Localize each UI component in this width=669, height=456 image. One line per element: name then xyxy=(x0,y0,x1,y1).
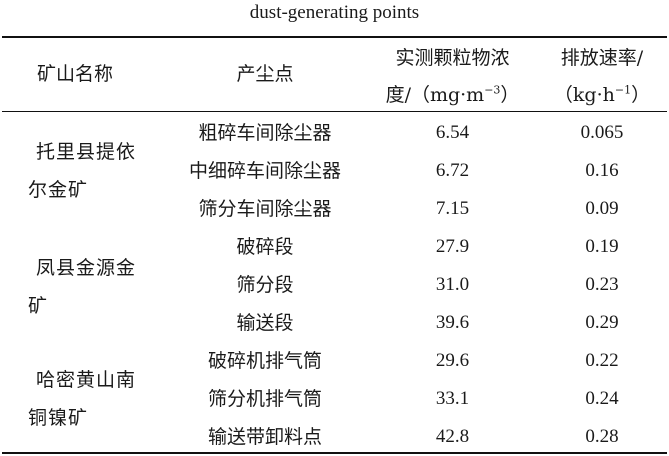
dust-point-cell: 破碎机排气筒 xyxy=(207,350,322,372)
header-concentration-unit: 度/（mg·m xyxy=(385,84,485,106)
table-row: 中细碎车间除尘器 6.72 0.16 xyxy=(0,152,669,190)
table-row: 筛分车间除尘器 7.15 0.09 xyxy=(0,190,669,228)
header-concentration: 实测颗粒物浓 度/（mg·m−3） xyxy=(370,40,535,114)
mine-name-line2: 铜镍矿 xyxy=(28,407,89,429)
table-row: 输送段 39.6 0.29 xyxy=(0,304,669,342)
mine-name-cell: 托里县提依 尔金矿 xyxy=(28,133,158,209)
table-caption: dust-generating points xyxy=(249,2,420,23)
mine-name-line2: 尔金矿 xyxy=(28,179,89,201)
table-row: 粗碎车间除尘器 6.54 0.065 xyxy=(0,114,669,152)
table-top-rule xyxy=(2,36,667,38)
dust-point-cell: 输送带卸料点 xyxy=(207,426,322,448)
table-row: 筛分机排气筒 33.1 0.24 xyxy=(0,380,669,418)
concentration-cell: 6.72 xyxy=(435,160,470,181)
concentration-cell: 7.15 xyxy=(435,198,470,219)
concentration-cell: 33.1 xyxy=(435,388,470,409)
dust-point-cell: 筛分段 xyxy=(236,274,294,296)
emission-rate-cell: 0.065 xyxy=(580,122,624,143)
emission-rate-cell: 0.28 xyxy=(585,426,619,447)
dust-point-cell: 中细碎车间除尘器 xyxy=(188,160,341,182)
emission-rate-cell: 0.24 xyxy=(585,388,619,409)
mine-name-cell: 哈密黄山南 铜镍矿 xyxy=(28,361,158,437)
dust-point-cell: 筛分车间除尘器 xyxy=(198,198,332,220)
header-rate-unit: （kg·h xyxy=(553,84,615,106)
header-concentration-exponent: −3 xyxy=(484,83,501,97)
header-mine-name: 矿山名称 xyxy=(36,63,113,85)
concentration-cell: 39.6 xyxy=(435,312,470,333)
emission-rate-cell: 0.29 xyxy=(585,312,619,333)
emission-rate-cell: 0.22 xyxy=(585,350,619,371)
dust-point-cell: 破碎段 xyxy=(236,236,294,258)
mine-name-cell: 凤县金源金 矿 xyxy=(28,249,158,325)
dust-point-cell: 筛分机排气筒 xyxy=(207,388,322,410)
dust-point-cell: 输送段 xyxy=(236,312,294,334)
mine-name-line1: 哈密黄山南 xyxy=(36,369,137,391)
mine-name-line2: 矿 xyxy=(28,295,49,317)
header-rate-close: ） xyxy=(631,84,651,106)
concentration-cell: 31.0 xyxy=(435,274,470,295)
concentration-cell: 6.54 xyxy=(435,122,470,143)
concentration-cell: 29.6 xyxy=(435,350,470,371)
concentration-cell: 27.9 xyxy=(435,236,470,257)
emission-rate-cell: 0.23 xyxy=(585,274,619,295)
emission-rate-cell: 0.16 xyxy=(585,160,619,181)
emission-rate-cell: 0.19 xyxy=(585,236,619,257)
header-rate-exponent: −1 xyxy=(614,83,632,97)
header-dust-point: 产尘点 xyxy=(236,63,294,85)
header-rate-line2: （kg·h−1） xyxy=(535,77,669,114)
mine-name-line1: 托里县提依 xyxy=(36,141,137,163)
header-concentration-line1: 实测颗粒物浓 xyxy=(395,47,510,69)
table-row: 筛分段 31.0 0.23 xyxy=(0,266,669,304)
table-row: 破碎机排气筒 29.6 0.22 xyxy=(0,342,669,380)
concentration-cell: 42.8 xyxy=(435,426,470,447)
header-concentration-close: ） xyxy=(500,84,520,106)
dust-point-cell: 粗碎车间除尘器 xyxy=(198,122,332,144)
emission-rate-cell: 0.09 xyxy=(585,198,619,219)
header-rate-line1: 排放速率/ xyxy=(560,47,644,69)
mine-name-line1: 凤县金源金 xyxy=(36,257,137,279)
header-emission-rate: 排放速率/ （kg·h−1） xyxy=(535,40,669,114)
table-row: 输送带卸料点 42.8 0.28 xyxy=(0,418,669,456)
table-row: 破碎段 27.9 0.19 xyxy=(0,228,669,266)
table-bottom-rule xyxy=(2,452,667,454)
header-concentration-line2: 度/（mg·m−3） xyxy=(370,77,535,114)
header-separator-rule xyxy=(2,111,667,112)
